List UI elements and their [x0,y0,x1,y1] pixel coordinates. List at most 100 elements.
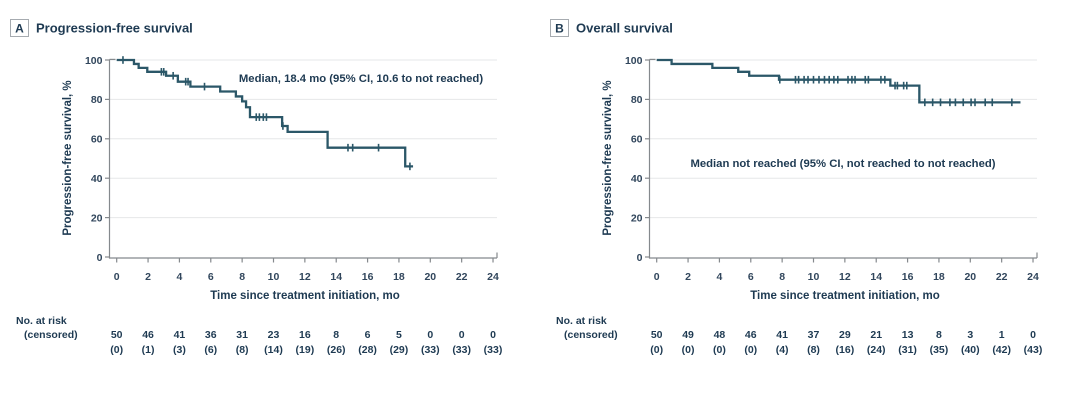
censored-value: (33) [421,344,440,356]
y-tick-label: 60 [631,134,643,146]
y-tick-label: 40 [91,173,103,185]
km-curve [656,58,1021,104]
at-risk-value: 0 [490,329,496,341]
at-risk-row-label: No. at risk [16,315,67,327]
at-risk-value: 50 [111,329,123,341]
at-risk-value: 13 [902,329,914,341]
y-tick-label: 40 [631,173,643,185]
censored-value: (14) [264,344,283,356]
x-tick-label: 12 [839,271,851,283]
censored-value: (31) [898,344,917,356]
panel-title: Progression-free survival [36,21,193,36]
censored-row-label: (censored) [564,329,618,341]
panel-label-box [10,19,29,37]
at-risk-value: 21 [870,329,882,341]
y-tick-label: 0 [97,252,103,264]
censored-value: (33) [452,344,471,356]
x-tick-label: 0 [654,271,660,283]
y-tick-label: 80 [631,94,643,106]
at-risk-value: 31 [236,329,248,341]
x-tick-label: 24 [1027,271,1039,283]
at-risk-value: 0 [459,329,465,341]
x-tick-label: 4 [176,271,182,283]
censored-value: (0) [682,344,695,356]
at-risk-value: 48 [714,329,726,341]
censored-value: (3) [173,344,186,356]
y-tick-label: 100 [625,55,643,67]
at-risk-value: 50 [651,329,663,341]
censored-value: (29) [390,344,409,356]
censored-value: (33) [484,344,503,356]
x-tick-label: 18 [933,271,945,283]
censored-value: (6) [204,344,217,356]
censored-value: (35) [930,344,949,356]
at-risk-value: 1 [999,329,1005,341]
x-tick-label: 0 [114,271,120,283]
panel-title: Overall survival [576,21,673,36]
at-risk-value: 46 [142,329,154,341]
at-risk-value: 41 [776,329,788,341]
x-axis-title: Time since treatment initiation, mo [750,290,940,302]
x-tick-label: 2 [685,271,691,283]
censored-value: (42) [992,344,1011,356]
panel-label-box [550,19,569,37]
y-tick-label: 0 [637,252,643,264]
x-tick-label: 10 [268,271,280,283]
at-risk-value: 16 [299,329,311,341]
x-tick-label: 10 [808,271,820,283]
at-risk-value: 3 [967,329,973,341]
km-curve [116,58,414,168]
censored-value: (0) [744,344,757,356]
x-tick-label: 4 [716,271,722,283]
x-axis-title: Time since treatment initiation, mo [210,290,400,302]
x-tick-label: 18 [393,271,405,283]
y-tick-label: 20 [91,212,103,224]
x-tick-label: 16 [902,271,914,283]
x-tick-label: 8 [779,271,785,283]
y-tick-label: 100 [85,55,103,67]
censored-value: (8) [807,344,820,356]
y-axis-title: Progression-free survival, % [62,80,74,235]
at-risk-value: 37 [808,329,820,341]
median-annotation: Median not reached (95% CI, not reached … [690,158,995,170]
panel-label-letter: B [555,22,564,36]
censored-value: (0) [713,344,726,356]
x-tick-label: 2 [145,271,151,283]
censored-value: (4) [776,344,789,356]
y-tick-label: 60 [91,134,103,146]
at-risk-value: 6 [365,329,371,341]
panel-b: B Overall survival 0 20 40 60 80 100 0 2 4 6 8 10 12 14… [540,0,1080,400]
censored-value: (0) [650,344,663,356]
censored-value: (16) [836,344,855,356]
at-risk-row-label: No. at risk [556,315,607,327]
at-risk-value: 49 [682,329,694,341]
censored-value: (0) [110,344,123,356]
x-tick-label: 20 [964,271,976,283]
at-risk-value: 8 [936,329,942,341]
censored-value: (24) [867,344,886,356]
x-tick-label: 16 [362,271,374,283]
median-annotation: Median, 18.4 mo (95% CI, 10.6 to not rea… [239,73,483,85]
at-risk-value: 46 [745,329,757,341]
at-risk-value: 0 [1030,329,1036,341]
at-risk-value: 0 [427,329,433,341]
censored-value: (40) [961,344,980,356]
censored-value: (43) [1024,344,1043,356]
at-risk-value: 5 [396,329,402,341]
censored-row-label: (censored) [24,329,78,341]
x-tick-label: 24 [487,271,499,283]
at-risk-value: 41 [174,329,186,341]
y-tick-label: 20 [631,212,643,224]
censored-value: (28) [358,344,377,356]
x-tick-label: 20 [424,271,436,283]
y-tick-label: 80 [91,94,103,106]
x-tick-label: 6 [748,271,754,283]
censored-value: (19) [296,344,315,356]
at-risk-value: 23 [268,329,280,341]
x-tick-label: 14 [870,271,882,283]
at-risk-value: 8 [333,329,339,341]
censored-value: (8) [236,344,249,356]
x-tick-label: 14 [330,271,342,283]
panel-a: A Progression-free survival 0 20 40 60 80 100 0 2… [10,19,503,356]
